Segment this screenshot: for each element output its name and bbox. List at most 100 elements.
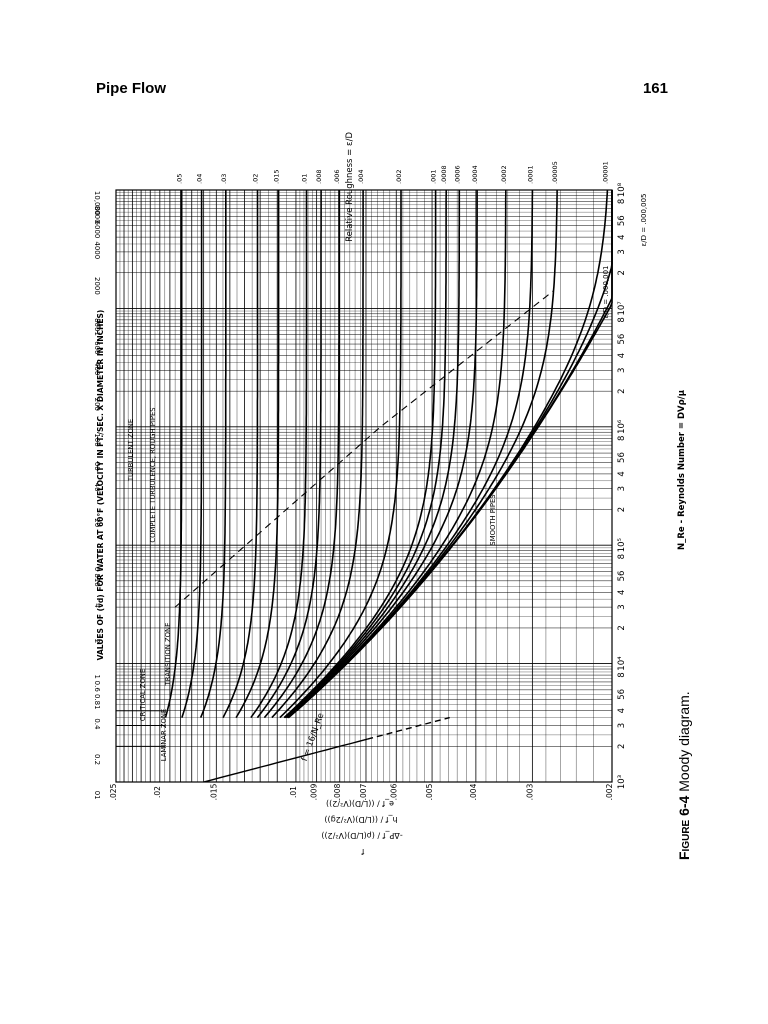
- figure-label: Figure 6-4: [676, 795, 692, 860]
- x-tick-label: 3: [617, 604, 627, 609]
- roughness-label: .015: [273, 170, 281, 184]
- x-tick-label: 56: [617, 334, 627, 345]
- y-formula-term: e_f / ((L/D)(V²/2)): [326, 799, 394, 808]
- roughness-curve: [285, 190, 461, 719]
- x-tick-label: 3: [617, 486, 627, 491]
- zone-label: SMOOTH PIPES: [489, 494, 497, 545]
- roughness-curve: [279, 190, 402, 719]
- roughness-label: .02: [252, 174, 260, 184]
- page-header: Pipe Flow 161: [96, 80, 668, 100]
- x-tick-label: 3: [617, 368, 627, 373]
- x-tick-label: 8: [617, 672, 627, 677]
- top-tick-label: 2000: [93, 277, 101, 295]
- y-tick-label: .004: [469, 783, 478, 800]
- x-tick-label: 8: [617, 317, 627, 322]
- roughness-curve: [199, 190, 227, 718]
- y-tick-label: .002: [605, 783, 614, 800]
- zone-label: TRANSITION ZONE: [164, 623, 172, 687]
- roughness-label: .00005: [551, 161, 559, 184]
- x-tick-label: 10⁵: [617, 538, 627, 552]
- top-tick-label: 1: [93, 675, 101, 679]
- y-tick-label: .008: [333, 783, 342, 800]
- roughness-label: .0006: [453, 165, 461, 184]
- laminar-line-dashed: [367, 716, 450, 740]
- top-tick-label: 400: [93, 362, 101, 375]
- roughness-label: .002: [395, 170, 403, 184]
- x-tick-label: 56: [617, 215, 627, 226]
- top-tick-label: 10,000: [93, 191, 101, 216]
- laminar-equation: f = 16/N_Re: [300, 712, 327, 763]
- top-tick-label: 60: [93, 462, 101, 471]
- x-tick-label: 56: [617, 689, 627, 700]
- roughness-label: .03: [220, 174, 228, 184]
- x-tick-label: 8: [617, 199, 627, 204]
- zone-label: TURBULENT ZONE: [127, 419, 135, 482]
- x-tick-label: 4: [617, 471, 627, 476]
- y-tick-label: .02: [153, 786, 162, 798]
- x-tick-label: 4: [617, 353, 627, 358]
- roughness-curve: [271, 190, 364, 719]
- roughness-label: .001: [430, 170, 438, 184]
- top-tick-label: 0.6 0.81: [93, 681, 101, 710]
- x-tick-label: 3: [617, 723, 627, 728]
- x-tick-label: 10⁸: [617, 182, 627, 197]
- roughness-curve: [283, 190, 437, 719]
- roughness-label: .0001: [526, 165, 534, 184]
- figure-caption-text: Moody diagram.: [676, 691, 692, 792]
- y-tick-label: .01: [289, 786, 298, 798]
- roughness-curve: [287, 190, 507, 719]
- top-tick-label: 200: [93, 398, 101, 411]
- x-tick-label: 10⁷: [617, 301, 627, 316]
- top-tick-label: 600: [93, 341, 101, 354]
- roughness-curve: [284, 190, 447, 719]
- smooth-curve: [295, 190, 613, 712]
- y-tick-label: .007: [359, 783, 368, 800]
- x-tick-label: 4: [617, 234, 627, 239]
- top-tick-label: 8001: [93, 318, 101, 336]
- x-tick-label: 2: [617, 744, 627, 749]
- roughness-label: .0004: [471, 165, 479, 184]
- zone-label: COMPLETE TURBULENCE, ROUGH PIPES: [149, 407, 157, 542]
- rough-boundary-line: [174, 290, 554, 608]
- x-tick-label: 10⁴: [617, 656, 627, 671]
- top-tick-label: 100: [93, 433, 101, 446]
- y-tick-label: .025: [109, 783, 118, 800]
- roughness-curve: [256, 190, 322, 719]
- top-tick-label: 20: [93, 518, 101, 527]
- roughness-label: .0008: [440, 165, 448, 184]
- top-tick-label: 01: [93, 791, 101, 800]
- top-axis-title: VALUES OF (vd) FOR WATER AT 60°F (VELOCI…: [96, 310, 105, 661]
- roughness-curve: [286, 190, 478, 719]
- top-tick-label: 0.4: [93, 718, 101, 730]
- x-tick-label: 8: [617, 436, 627, 441]
- y-tick-label: .005: [425, 783, 434, 800]
- top-tick-label: 6 810: [93, 567, 101, 587]
- x-tick-label: 3: [617, 249, 627, 254]
- x-tick-label: 56: [617, 571, 627, 582]
- x-tick-label: 2: [617, 388, 627, 393]
- smooth-curve: [295, 190, 613, 712]
- x-tick-label: 56: [617, 452, 627, 463]
- x-tick-label: 2: [617, 270, 627, 275]
- roughness-label: .05: [176, 174, 184, 184]
- plot-frame: [115, 189, 613, 783]
- roughness-curve: [250, 190, 308, 719]
- x-tick-label: 4: [617, 590, 627, 595]
- roughness-curve: [222, 190, 259, 718]
- zone-label: LAMINAR ZONE: [160, 709, 168, 761]
- x-tick-label: 2: [617, 507, 627, 512]
- chart-grid: [115, 190, 613, 783]
- curve-label: ε/D = .000,001: [602, 265, 610, 318]
- y-tick-label: .003: [525, 783, 534, 800]
- y-formula-term: f: [361, 847, 364, 856]
- x-axis-title: N_Re - Reynolds Number = DVρ/μ: [677, 390, 687, 550]
- roughness-label: .04: [196, 174, 204, 184]
- top-tick-label: 6000: [93, 221, 101, 239]
- roughness-axis-title: Relative Roughness = ε/D: [345, 132, 355, 242]
- x-tick-label: 10³: [617, 775, 627, 789]
- y-formula-term: -ΔP_f / (ρ(L/D)(V²/2)): [321, 831, 402, 840]
- y-formula-term: h_f / ((L/D)(V²/2g)): [324, 815, 397, 824]
- roughness-curve: [263, 190, 340, 719]
- top-tick-label: 40: [93, 483, 101, 492]
